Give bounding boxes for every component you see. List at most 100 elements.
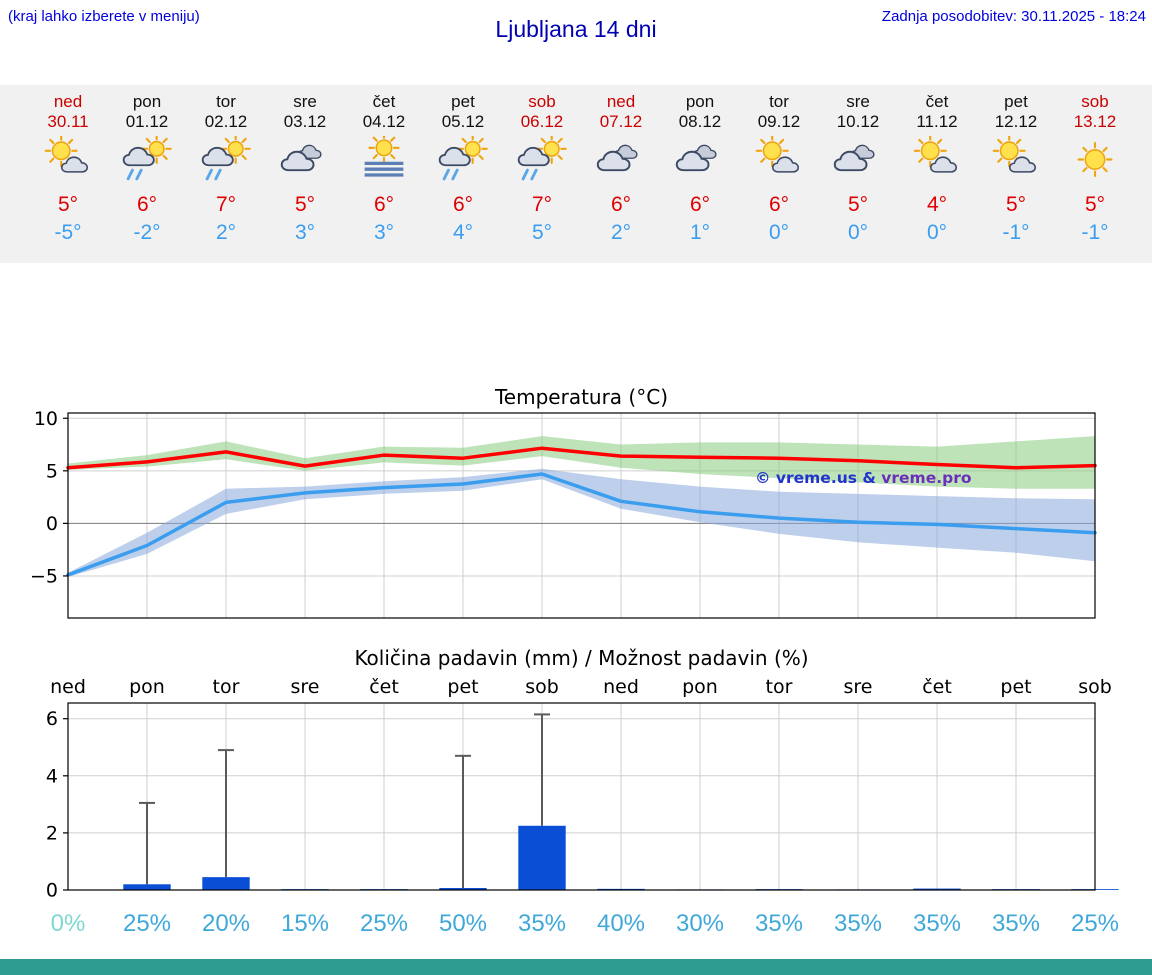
day-name: tor bbox=[216, 92, 236, 111]
temp-min: -1° bbox=[1081, 221, 1109, 244]
temp-min: 2° bbox=[610, 221, 632, 244]
temp-min: -5° bbox=[54, 221, 82, 244]
day-name: čet bbox=[925, 92, 949, 111]
cloudy-icon-svg bbox=[280, 144, 322, 172]
temperature-chart: 10 5 0 −5 Temperatura (°C) © vreme.us & vreme… bbox=[0, 385, 1152, 630]
rain-showers-icon-svg bbox=[122, 133, 172, 181]
cloudy-icon bbox=[579, 136, 663, 186]
forecast-day: pet 12.12 5° -1° bbox=[974, 85, 1058, 246]
temp-min: 5° bbox=[531, 221, 553, 244]
precip-day-label: tor bbox=[213, 676, 240, 698]
partly-cloudy-icon bbox=[974, 134, 1058, 186]
page-title: Ljubljana 14 dni bbox=[495, 16, 657, 42]
day-date: 13.12 bbox=[1073, 112, 1117, 131]
precip-day-label: pet bbox=[1000, 676, 1031, 698]
partly-cloudy-icon bbox=[737, 134, 821, 186]
precip-percent: 35% bbox=[834, 910, 882, 937]
max-temp-line bbox=[66, 446, 1097, 470]
partly-cloudy-icon bbox=[26, 134, 110, 186]
temp-max: 5° bbox=[57, 193, 79, 216]
forecast-day: ned 30.11 5° -5° bbox=[26, 85, 110, 246]
sunny-icon bbox=[1053, 136, 1137, 186]
precip-percent: 35% bbox=[755, 910, 803, 937]
precip-percent: 35% bbox=[518, 910, 566, 937]
rain-showers-icon-svg bbox=[201, 133, 251, 181]
precip-day-label: pon bbox=[129, 676, 165, 698]
temp-max: 6° bbox=[768, 193, 790, 216]
temp-min: 0° bbox=[768, 221, 790, 244]
forecast-day: pon 01.12 6° -2° bbox=[105, 85, 189, 246]
precip-percent: 50% bbox=[439, 910, 487, 937]
forecast-strip: ned 30.11 5° -5° pon 01.12 6° -2° tor 02.12 7° 2° sr… bbox=[0, 85, 1152, 263]
temp-y-tick: 5 bbox=[46, 460, 58, 482]
temp-max: 5° bbox=[847, 193, 869, 216]
partly-cloudy-icon-svg bbox=[913, 134, 957, 173]
precip-bar bbox=[439, 888, 487, 890]
min-temp-range-band bbox=[68, 468, 1095, 577]
precip-percent: 35% bbox=[992, 910, 1040, 937]
precip-day-label: pet bbox=[447, 676, 478, 698]
cloudy-icon bbox=[658, 136, 742, 186]
precip-day-label: sre bbox=[291, 676, 320, 698]
temp-max: 4° bbox=[926, 193, 948, 216]
partly-cloudy-icon-svg bbox=[755, 134, 799, 173]
precip-y-tick: 2 bbox=[46, 822, 58, 844]
temp-y-tick: 0 bbox=[46, 513, 58, 535]
forecast-day: tor 09.12 6° 0° bbox=[737, 85, 821, 246]
day-date: 06.12 bbox=[520, 112, 564, 131]
precip-bar bbox=[123, 884, 171, 890]
precip-bar bbox=[913, 888, 961, 890]
partly-cloudy-icon bbox=[895, 134, 979, 186]
forecast-day: sob 06.12 7° 5° bbox=[500, 85, 584, 246]
precip-percent: 0% bbox=[51, 910, 86, 937]
forecast-day: tor 02.12 7° 2° bbox=[184, 85, 268, 246]
precip-percent: 25% bbox=[1071, 910, 1119, 937]
precipitation-chart-title: Količina padavin (mm) / Možnost padavin … bbox=[354, 646, 808, 670]
precip-day-label: čet bbox=[922, 676, 952, 698]
precip-percent: 20% bbox=[202, 910, 250, 937]
precip-day-label: ned bbox=[50, 676, 86, 698]
temp-min: -1° bbox=[1002, 221, 1030, 244]
precip-day-label: čet bbox=[369, 676, 399, 698]
precip-day-label: sob bbox=[525, 676, 559, 698]
fog-icon-svg bbox=[364, 132, 404, 177]
fog-icon bbox=[342, 132, 426, 186]
precip-day-label: ned bbox=[603, 676, 639, 698]
temp-max: 5° bbox=[1084, 193, 1106, 216]
rain-showers-icon bbox=[500, 133, 584, 186]
temp-max: 6° bbox=[689, 193, 711, 216]
cloudy-icon bbox=[816, 136, 900, 186]
temp-max: 6° bbox=[136, 193, 158, 216]
temp-y-tick: 10 bbox=[34, 408, 58, 430]
forecast-day: sob 13.12 5° -1° bbox=[1053, 85, 1137, 246]
day-date: 11.12 bbox=[916, 112, 958, 131]
precip-percent: 30% bbox=[676, 910, 724, 937]
day-date: 01.12 bbox=[125, 112, 169, 131]
day-name: sre bbox=[846, 92, 870, 111]
precip-day-label: tor bbox=[766, 676, 793, 698]
day-name: pon bbox=[685, 92, 715, 111]
precip-day-label: sob bbox=[1078, 676, 1112, 698]
rain-showers-icon-svg bbox=[517, 133, 567, 181]
rain-showers-icon bbox=[184, 133, 268, 186]
day-name: pet bbox=[451, 92, 475, 111]
temp-min: 2° bbox=[215, 221, 237, 244]
day-name: ned bbox=[606, 92, 636, 111]
menu-hint-note: (kraj lahko izberete v meniju) bbox=[8, 8, 200, 25]
day-date: 30.11 bbox=[47, 112, 89, 131]
day-name: sob bbox=[1081, 92, 1109, 111]
day-date: 03.12 bbox=[283, 112, 327, 131]
footer-bar bbox=[0, 959, 1152, 975]
precip-percent: 15% bbox=[281, 910, 329, 937]
partly-cloudy-icon-svg bbox=[44, 134, 88, 173]
min-temp-line bbox=[66, 472, 1097, 577]
rain-showers-icon-svg bbox=[438, 133, 488, 181]
temperature-chart-svg: 10 5 0 −5 Temperatura (°C) © vreme.us & vreme… bbox=[30, 385, 1097, 619]
precip-day-label: pon bbox=[682, 676, 718, 698]
day-date: 05.12 bbox=[441, 112, 485, 131]
temp-min: 1° bbox=[689, 221, 711, 244]
rain-showers-icon bbox=[105, 133, 189, 186]
day-name: sob bbox=[528, 92, 556, 111]
cloudy-icon-svg bbox=[675, 144, 717, 172]
cloudy-icon bbox=[263, 136, 347, 186]
